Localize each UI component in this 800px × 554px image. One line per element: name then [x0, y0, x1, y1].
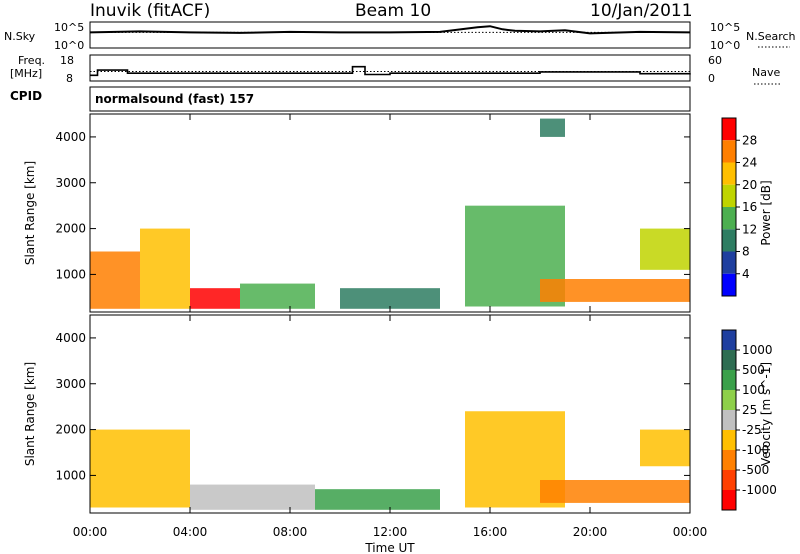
- power-y-axis-label: Slant Range [km]: [23, 161, 37, 265]
- nave-label: Nave: [752, 66, 780, 79]
- power-scale-swatch-2: [722, 162, 736, 185]
- x-tick-label-2: 08:00: [273, 525, 308, 539]
- velocity-region-2: [315, 489, 440, 510]
- freq-label: Freq.: [18, 54, 45, 67]
- power-scale-tick-label-3: 16: [742, 200, 757, 214]
- freq-left-tick-top: 18: [60, 54, 74, 67]
- velocity-y-axis: 1000 2000 3000 4000: [55, 331, 690, 482]
- power-scale-tick-label-2: 20: [742, 178, 757, 192]
- noise-series: [89, 25, 691, 35]
- power-heatmap: [90, 118, 690, 309]
- x-tick-label-4: 16:00: [473, 525, 508, 539]
- power-region-1: [140, 228, 190, 309]
- power-scale-swatch-7: [722, 273, 736, 296]
- power-scale-swatch-6: [722, 251, 736, 274]
- velocity-scale-tick-label-3: 25: [742, 403, 757, 417]
- power-scale-swatch-5: [722, 229, 736, 252]
- velocity-y-tick-label-0: 1000: [55, 468, 86, 482]
- power-y-tick-label-0: 1000: [55, 267, 86, 281]
- power-scale-swatch-4: [722, 207, 736, 230]
- x-tick-label-3: 12:00: [373, 525, 408, 539]
- noise-search-label: N.Search: [746, 30, 796, 43]
- power-scale-tick-label-5: 8: [742, 245, 750, 259]
- velocity-scale-swatch-1: [722, 350, 736, 370]
- noise-series-0: [89, 25, 691, 35]
- freq-series: [90, 65, 691, 77]
- velocity-scale-swatch-2: [722, 370, 736, 390]
- velocity-scale-frame: [721, 329, 737, 511]
- noise-right-tick-bottom: 10^0: [710, 39, 740, 52]
- noise-left-tick-bottom: 10^0: [54, 39, 84, 52]
- x-axis-label: Time UT: [364, 541, 415, 554]
- power-colorbar: 28 24 20 16 12 8 4: [721, 117, 757, 297]
- cpid-frame: [89, 86, 691, 112]
- date-title: 10/Jan/2011: [590, 1, 693, 21]
- freq-unit-label: [MHz]: [10, 67, 42, 80]
- velocity-scale-tick-label-4: -25: [742, 423, 762, 437]
- freq-series-line: [90, 65, 691, 77]
- power-region-7: [540, 118, 565, 137]
- velocity-heatmap: [90, 411, 690, 510]
- velocity-y-tick-label-2: 3000: [55, 377, 86, 391]
- velocity-scale-tick-label-2: 100: [742, 383, 765, 397]
- velocity-scale-swatch-6: [722, 450, 736, 470]
- velocity-scale-swatch-5: [722, 430, 736, 450]
- power-scale-swatch-0: [722, 118, 736, 141]
- velocity-scale-swatch-3: [722, 390, 736, 410]
- x-tick-label-6: 00:00: [673, 525, 708, 539]
- power-y-tick-label-2: 3000: [55, 176, 86, 190]
- velocity-y-tick-label-3: 4000: [55, 331, 86, 345]
- noise-right-tick-top: 10^5: [710, 21, 740, 34]
- velocity-y-axis-label: Slant Range [km]: [23, 362, 37, 466]
- x-tick-label-0: 00:00: [73, 525, 108, 539]
- x-tick-label-1: 04:00: [173, 525, 208, 539]
- power-scale-tick-label-0: 28: [742, 133, 757, 147]
- power-region-2: [190, 288, 240, 309]
- velocity-region-0: [90, 429, 190, 508]
- power-y-tick-label-1: 2000: [55, 222, 86, 236]
- power-region-4: [340, 288, 440, 309]
- velocity-scale-swatch-8: [722, 490, 736, 510]
- power-scale-swatch-3: [722, 184, 736, 207]
- velocity-y-tick-label-1: 2000: [55, 423, 86, 437]
- velocity-scale-tick-label-6: -500: [742, 463, 769, 477]
- velocity-scale-swatch-7: [722, 470, 736, 490]
- power-scale-swatch-1: [722, 140, 736, 163]
- velocity-scale-label: Velocity [m s^-1]: [759, 362, 773, 466]
- velocity-region-4: [540, 480, 690, 503]
- velocity-colorbar: 1000 500 100 25 -25 -100 -500 -1000: [721, 329, 777, 511]
- noise-panel-frame: [89, 21, 691, 49]
- freq-right-tick-top: 60: [708, 54, 722, 67]
- power-y-axis: 1000 2000 3000 4000: [55, 130, 690, 281]
- power-region-8: [640, 228, 690, 270]
- velocity-region-5: [640, 429, 690, 467]
- x-tick-label-5: 20:00: [573, 525, 608, 539]
- power-region-0: [90, 251, 140, 309]
- velocity-region-1: [190, 484, 315, 510]
- velocity-scale-swatch-4: [722, 410, 736, 430]
- velocity-scale-tick-label-0: 1000: [742, 343, 773, 357]
- velocity-scale-tick-label-1: 500: [742, 363, 765, 377]
- beam-title: Beam 10: [355, 1, 431, 21]
- freq-right-tick-bottom: 0: [708, 72, 715, 85]
- power-scale-tick-label-1: 24: [742, 156, 757, 170]
- velocity-scale-tick-label-7: -1000: [742, 483, 777, 497]
- noise-left-tick-top: 10^5: [54, 21, 84, 34]
- power-region-3: [240, 283, 315, 309]
- power-y-tick-label-3: 4000: [55, 130, 86, 144]
- time-x-axis: 00:00 04:00 08:00 12:00 16:00 20:00 00:00: [73, 114, 708, 539]
- noise-sky-label: N.Sky: [4, 30, 36, 43]
- power-scale-tick-label-4: 12: [742, 222, 757, 236]
- power-scale-label: Power [dB]: [759, 180, 773, 245]
- cpid-label: CPID: [10, 89, 42, 103]
- station-title: Inuvik (fitACF): [90, 1, 210, 21]
- power-region-6: [540, 279, 690, 302]
- power-scale-tick-label-6: 4: [742, 267, 750, 281]
- cpid-value: normalsound (fast) 157: [95, 92, 254, 106]
- velocity-scale-tick-label-5: -100: [742, 443, 769, 457]
- freq-panel-frame: [89, 54, 691, 82]
- freq-left-tick-bottom: 8: [66, 72, 73, 85]
- velocity-scale-swatch-0: [722, 330, 736, 350]
